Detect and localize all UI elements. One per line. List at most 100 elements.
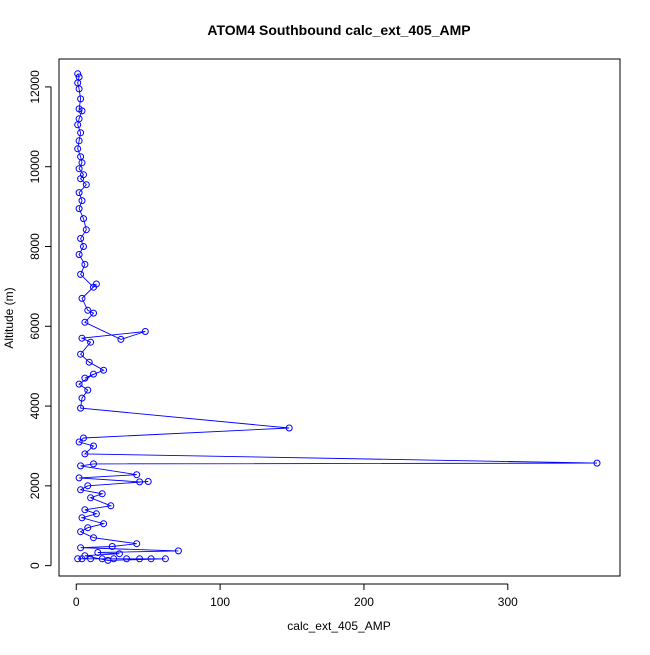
data-point [80, 215, 87, 223]
y-tick-label: 6000 [28, 313, 42, 340]
y-tick-label: 4000 [28, 392, 42, 419]
data-point [77, 350, 85, 358]
data-point [74, 145, 82, 153]
data-point [117, 335, 125, 343]
data-point [92, 280, 100, 288]
series-layer [74, 70, 601, 564]
data-point [77, 528, 85, 536]
data-point [90, 370, 97, 378]
data-point [115, 550, 123, 558]
data-point [161, 555, 169, 563]
plot-area-border [58, 58, 621, 577]
data-point [107, 502, 115, 510]
data-point [108, 543, 116, 550]
data-point [84, 524, 92, 532]
data-point [110, 555, 118, 563]
data-point [77, 270, 85, 278]
data-point [75, 251, 83, 258]
data-point [84, 482, 92, 490]
data-point [78, 197, 86, 205]
data-point [77, 235, 85, 242]
data-point [123, 555, 131, 563]
data-point [75, 85, 83, 93]
data-point [75, 438, 83, 446]
data-point [98, 490, 106, 498]
x-tick-label: 100 [210, 595, 230, 609]
data-point [81, 506, 89, 514]
data-point [78, 394, 86, 402]
data-point [81, 260, 89, 268]
data-point [90, 534, 97, 542]
data-point [77, 175, 85, 183]
y-axis-label: Altitude (m) [2, 287, 16, 348]
series-line [77, 73, 598, 561]
data-point [100, 366, 108, 374]
chart-title: ATOM4 Southbound calc_ext_405_AMP [207, 22, 470, 38]
data-point [74, 555, 82, 563]
data-point [593, 459, 601, 467]
y-tick-label: 2000 [28, 472, 42, 499]
data-point [84, 306, 92, 314]
data-point [147, 555, 155, 563]
data-point [77, 544, 85, 552]
data-point [92, 510, 100, 518]
x-axis: 0 100 200 300 [73, 583, 518, 609]
data-point [77, 462, 85, 470]
data-point [78, 294, 86, 302]
data-point [78, 555, 86, 563]
data-point [87, 555, 95, 563]
data-point [75, 165, 83, 173]
data-point [85, 358, 93, 366]
data-point [94, 549, 102, 556]
data-point [75, 189, 83, 197]
x-tick-label: 200 [354, 595, 374, 609]
data-point [77, 95, 85, 103]
data-point [285, 424, 293, 432]
data-point [80, 243, 87, 250]
data-point [133, 540, 141, 548]
data-point [74, 121, 82, 129]
data-point [77, 129, 85, 137]
data-point [81, 318, 89, 326]
data-point [74, 70, 82, 78]
y-tick-label: 10000 [28, 150, 42, 184]
data-point [90, 442, 97, 450]
data-point [81, 374, 89, 382]
data-point [78, 107, 86, 115]
data-point [78, 334, 86, 342]
data-point [90, 460, 97, 468]
y-axis: 0 2000 4000 6000 8000 10000 12000 [28, 70, 52, 569]
data-point [141, 328, 149, 335]
data-point [78, 159, 86, 167]
data-point [144, 478, 152, 485]
data-point [174, 547, 182, 555]
data-point [82, 226, 90, 234]
data-point [78, 514, 86, 522]
data-point [100, 520, 108, 528]
data-point [136, 555, 144, 563]
data-point [75, 205, 83, 213]
data-point [75, 474, 83, 482]
data-point [133, 471, 141, 479]
data-point [81, 450, 89, 458]
data-point [80, 434, 87, 442]
x-tick-label: 0 [73, 595, 80, 609]
y-tick-label: 8000 [28, 233, 42, 260]
data-point [136, 478, 144, 486]
y-tick-label: 12000 [28, 70, 42, 104]
data-point [77, 486, 85, 494]
y-tick-label: 0 [28, 562, 42, 569]
data-point [90, 309, 97, 317]
data-point [75, 380, 83, 388]
data-point [87, 494, 95, 502]
x-axis-label: calc_ext_405_AMP [287, 619, 390, 633]
data-point [87, 338, 95, 346]
data-point [82, 181, 90, 189]
data-point [75, 137, 83, 145]
data-point [77, 404, 85, 412]
data-point [98, 555, 106, 563]
data-point [84, 386, 92, 394]
x-tick-label: 300 [498, 595, 518, 609]
